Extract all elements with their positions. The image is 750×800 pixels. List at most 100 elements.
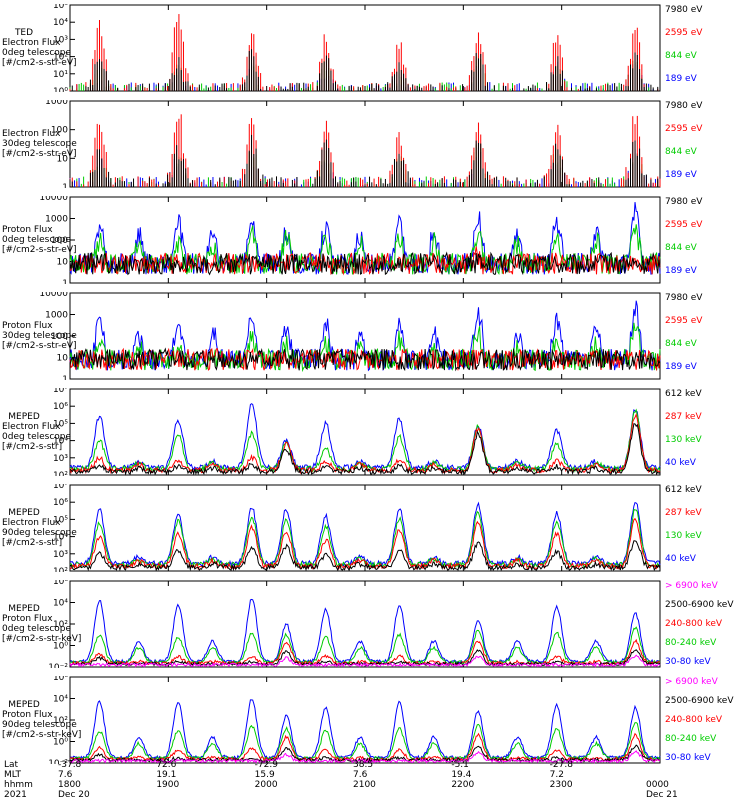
y-tick-label: 10⁶ (53, 676, 68, 683)
series-line (69, 408, 661, 474)
panel-ted-p-0deg: Proton Flux 0deg telescope [#/cm2-s-str-eV… (0, 196, 750, 284)
series-2595-ev (70, 246, 661, 276)
y-axis-label-line: Electron Flux (2, 38, 61, 48)
x-row-label-hhmm: hhmm (4, 780, 33, 790)
series-line (69, 654, 661, 668)
y-tick-label: 10¹ (53, 70, 68, 80)
x-tick-mlt: 15.9 (254, 770, 275, 780)
y-axis-label-line: [#/cm2-s-str] (2, 442, 63, 452)
y-tick-label: 10⁷ (53, 388, 68, 395)
legend-item: 287 keV (665, 412, 702, 422)
legend-item: 189 eV (665, 170, 697, 180)
legend-item: 2500-6900 keV (665, 600, 734, 610)
y-tick-label: 1 (62, 375, 68, 380)
x-tick-hhmm: 2200 (451, 780, 475, 790)
legend-item: 189 eV (665, 362, 697, 372)
series-287-kev (69, 413, 661, 475)
legend: > 6900 keV 2500-6900 keV 240-800 keV 80-240… (665, 581, 750, 667)
legend: 612 keV 287 keV 130 keV 40 keV (665, 389, 750, 475)
legend-item: > 6900 keV (665, 677, 718, 687)
plot-frame (69, 4, 661, 92)
x-tick-hhmm: 2100 (353, 780, 376, 790)
y-axis-label: TED Electron Flux 0deg telescope [#/cm2-s-s… (2, 28, 77, 68)
series--6900-kev (69, 750, 661, 764)
y-axis-label-line: [#/cm2-s-str-eV] (2, 341, 77, 351)
y-axis-label-line: Proton Flux (2, 614, 53, 624)
series-80-240-kev (69, 626, 661, 666)
series-line (69, 722, 661, 761)
x-tick-lat: -72.9 (254, 760, 278, 770)
x-tick-mlt: 19.1 (156, 770, 177, 780)
legend: > 6900 keV 2500-6900 keV 240-800 keV 80-240… (665, 677, 750, 763)
panel-meped-e-0deg: MEPED Electron Flux 0deg telescope [#/cm2-s… (0, 388, 750, 476)
legend-item: 7980 eV (665, 5, 703, 15)
y-tick-label: 10000 (39, 196, 68, 203)
panel-ted-e-0deg: TED Electron Flux 0deg telescope [#/cm2-s-s… (0, 4, 750, 92)
y-axis-label: Proton Flux 30deg telescope [#/cm2-s-str-e… (2, 321, 77, 351)
y-axis-label: MEPED Proton Flux 0deg telescope [#/cm2-s-s… (2, 604, 82, 644)
legend-item: 130 keV (665, 531, 702, 541)
x-row-label-lat: Lat (4, 760, 19, 770)
series-189-ev (69, 147, 661, 187)
series-130-kev (69, 508, 661, 569)
x-tick-lat: 72.6 (156, 760, 177, 770)
series-40-kev (69, 501, 661, 568)
y-axis-label-line: Proton Flux (2, 710, 53, 720)
x-tick-hhmm: 1900 (156, 780, 180, 790)
y-tick-label: 10⁶ (53, 580, 68, 587)
y-axis-label-line: Electron Flux (2, 422, 61, 432)
x-tick-mlt: 19.4 (451, 770, 472, 780)
series-line (69, 626, 661, 666)
series--6900-kev (69, 654, 661, 668)
x-tick-hhmm: 0000 (646, 780, 669, 790)
series-line (69, 347, 661, 372)
x-tick-hhmm: 1800 (58, 780, 81, 790)
series-line (69, 517, 661, 571)
y-tick-label: 10⁵ (53, 4, 68, 11)
y-axis-label-line: 90deg telescope (2, 720, 77, 730)
plot-area: 1 10 100 1000 (45, 100, 661, 188)
y-axis-label-line: 30deg telescope (2, 139, 77, 149)
x-tick-lat: 38.5 (353, 760, 374, 770)
y-axis-label-line: Proton Flux (2, 321, 53, 331)
series-line (69, 403, 661, 472)
panel-ted-e-30deg: Electron Flux 30deg telescope [#/cm2-s-str… (0, 100, 750, 188)
y-tick-label: 10⁴ (53, 533, 68, 543)
legend-item: 7980 eV (665, 197, 703, 207)
y-tick-label: 10⁴ (53, 599, 68, 609)
legend-item: 240-800 keV (665, 715, 723, 725)
legend-item: 7980 eV (665, 101, 703, 111)
y-axis-label-line: [#/cm2-s-str-keV] (2, 634, 82, 644)
legend-item: 612 keV (665, 389, 702, 399)
plot-area: 10⁰ 10¹ 10² 10³ 10⁴ 10⁵ (53, 4, 661, 92)
y-tick-label: 10 (57, 154, 69, 164)
y-axis-label-line: MEPED (8, 604, 40, 614)
panel-meped-e-90deg: MEPED Electron Flux 90deg telescope [#/cm2-… (0, 484, 750, 572)
series-line (69, 699, 661, 761)
y-tick-label: 10² (53, 53, 68, 63)
x-tick-mlt: 7.2 (549, 770, 564, 780)
legend: 7980 eV 2595 eV 844 eV 189 eV (665, 197, 750, 283)
y-tick-label: 10² (53, 567, 68, 572)
legend-item: 40 keV (665, 458, 696, 468)
series-30-80-kev (69, 699, 661, 761)
series-40-kev (69, 403, 661, 472)
series-line (69, 347, 661, 372)
x-tick-mlt: 7.6 (58, 770, 73, 780)
y-axis-label-line: Electron Flux (2, 518, 61, 528)
x-tick-mlt: 7.6 (353, 770, 368, 780)
y-tick-label: 10 (57, 258, 69, 268)
legend-item: 844 eV (665, 243, 697, 253)
y-tick-label: 10 (57, 354, 69, 364)
legend: 7980 eV 2595 eV 844 eV 189 eV (665, 293, 750, 379)
series-287-kev (69, 517, 661, 571)
series-612-kev (69, 423, 661, 476)
legend-item: 612 keV (665, 485, 702, 495)
series-line (69, 202, 661, 275)
y-tick-label: 100 (51, 126, 68, 136)
legend-item: 189 eV (665, 74, 697, 84)
y-axis-label-line: 0deg telescope (2, 235, 72, 245)
y-axis-label-line: [#/cm2-s-str-eV] (2, 58, 77, 68)
plot-frame (69, 484, 661, 572)
series-80-240-kev (69, 722, 661, 761)
